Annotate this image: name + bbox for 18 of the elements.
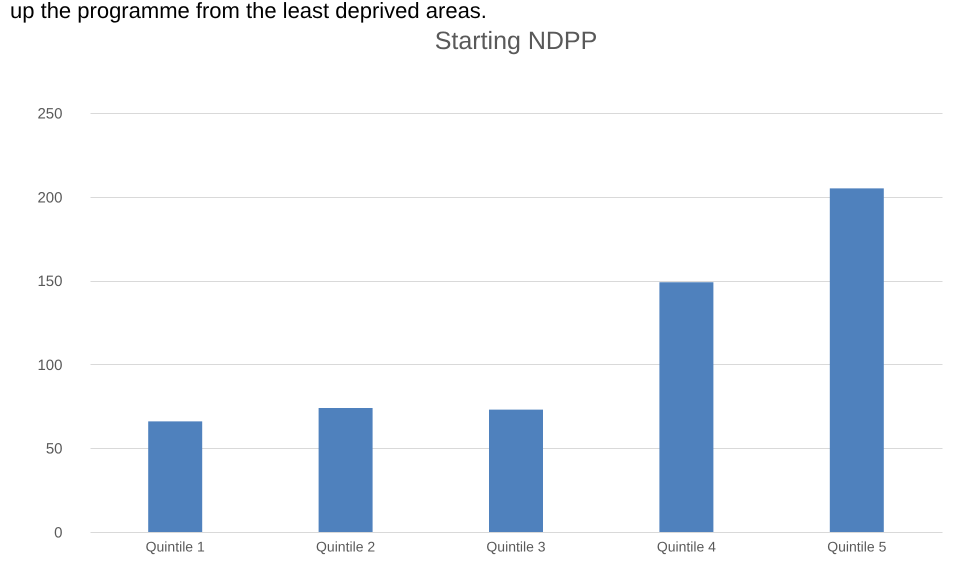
- y-tick-label: 0: [54, 524, 62, 542]
- bar: [318, 408, 373, 532]
- bar: [659, 282, 714, 532]
- x-tick-label: Quintile 5: [827, 538, 887, 554]
- bar: [148, 421, 202, 532]
- bar: [489, 410, 543, 532]
- x-tick-label: Quintile 4: [656, 538, 716, 554]
- y-tick-label: 50: [46, 440, 62, 458]
- bar: [830, 188, 884, 532]
- x-tick-label: Quintile 1: [146, 538, 205, 554]
- x-tick-label: Quintile 2: [316, 538, 376, 554]
- text: up the programme from the least deprived areas.: [10, 0, 487, 23]
- y-tick-label: 100: [37, 356, 62, 374]
- chart-title: Starting NDPP: [434, 27, 598, 55]
- y-tick-label: 250: [37, 106, 62, 122]
- y-tick-label: 150: [37, 273, 62, 290]
- x-tick-label: Quintile 3: [486, 538, 546, 554]
- y-tick-label: 200: [37, 189, 62, 206]
